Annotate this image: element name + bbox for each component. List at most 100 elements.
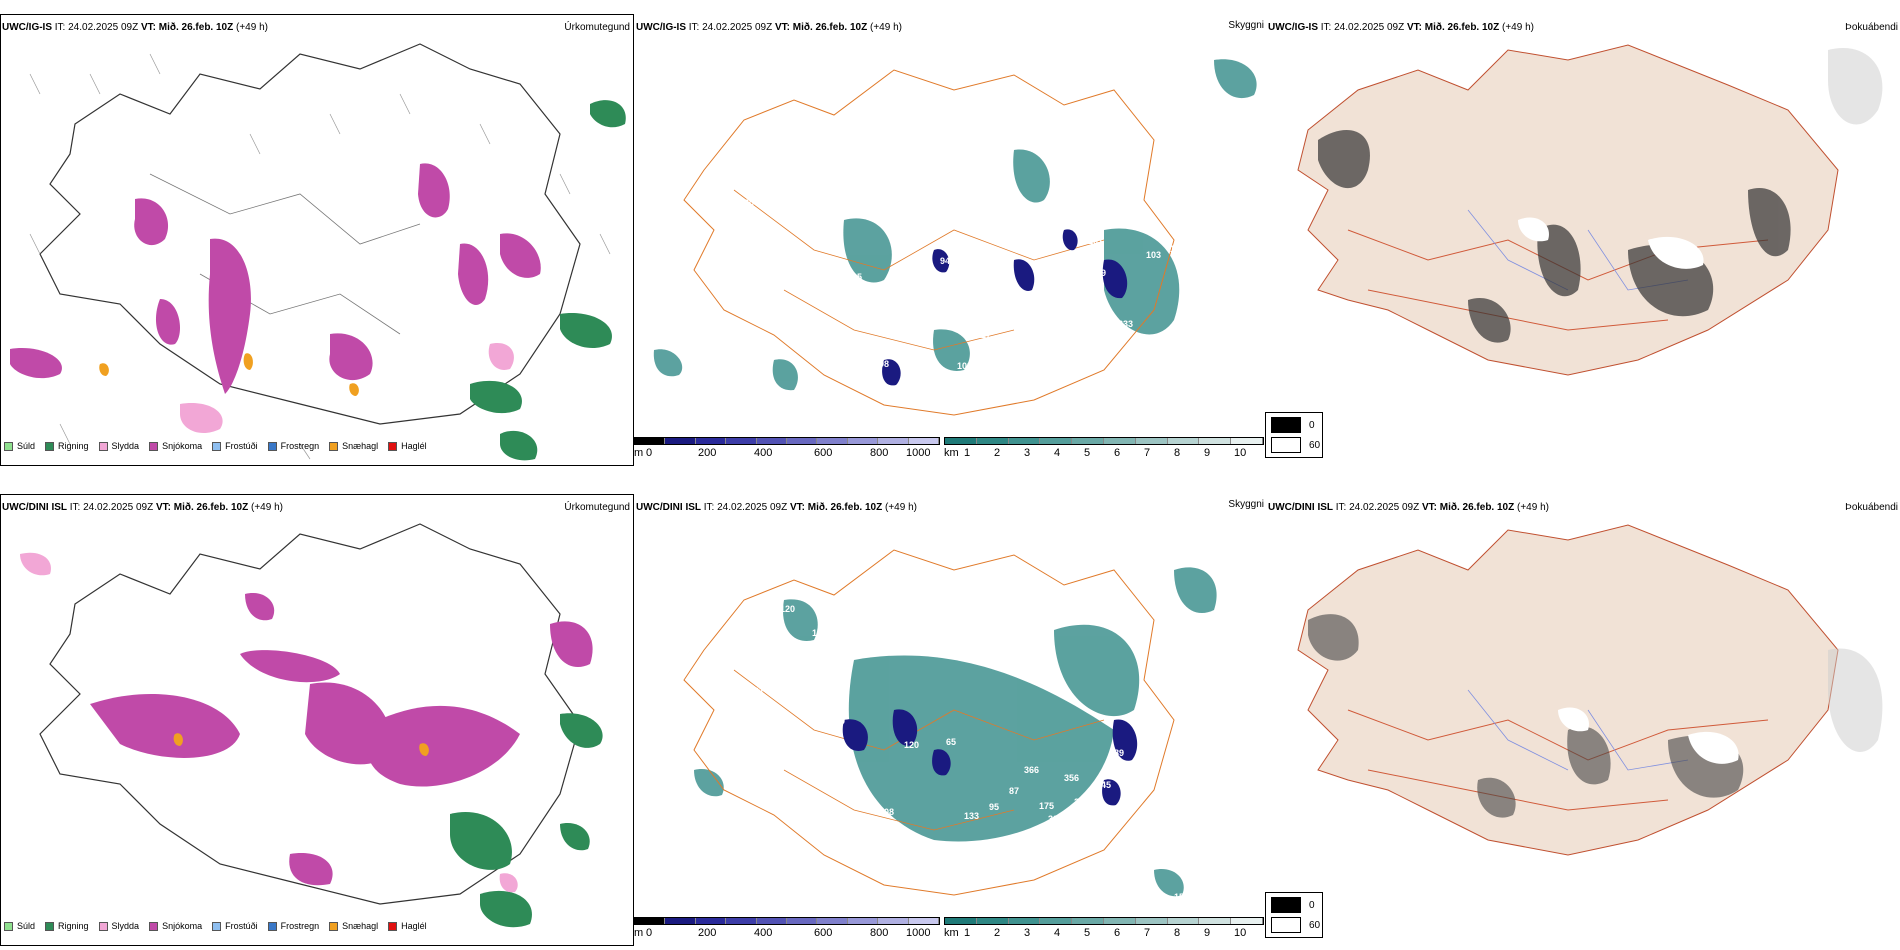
model-name: UWC/DINI ISL xyxy=(1268,502,1333,513)
legend-item: Rigning xyxy=(45,441,89,451)
run-time: IT: 24.02.2025 09Z xyxy=(54,22,139,33)
run-time: IT: 24.02.2025 09Z xyxy=(69,502,154,513)
cloud-base-colorbar-top: m 0 200 400 600 800 1000 xyxy=(634,437,940,461)
visibility-colorbar-bottom: km 1 2 3 4 5 6 7 8 9 10 xyxy=(944,917,1264,941)
svg-text:91: 91 xyxy=(754,686,764,696)
svg-text:245: 245 xyxy=(1096,780,1111,790)
svg-text:95: 95 xyxy=(989,802,999,812)
svg-text:324: 324 xyxy=(1048,814,1063,824)
svg-text:180: 180 xyxy=(1170,244,1185,254)
valid-label: VT: xyxy=(1406,22,1422,33)
run-time: IT: 24.02.2025 09Z xyxy=(688,22,773,33)
svg-text:82: 82 xyxy=(926,387,936,397)
legend-item: Snæhagl xyxy=(329,921,378,931)
svg-text:89: 89 xyxy=(1116,802,1126,812)
svg-text:86: 86 xyxy=(1206,300,1216,310)
panel-title-fog-bottom: Þokuábendi xyxy=(1845,502,1898,513)
svg-text:170: 170 xyxy=(994,284,1009,294)
svg-text:176: 176 xyxy=(812,628,827,638)
svg-text:83: 83 xyxy=(868,342,878,352)
map-frame xyxy=(0,14,634,466)
fog-legend-top: 0 60 xyxy=(1265,412,1323,458)
header-top-1: UWC/IG-IS IT: 24.02.2025 09Z VT: Mið. 26… xyxy=(2,22,268,33)
panel-title-cloud-bottom: Skyggni xyxy=(1228,499,1264,510)
svg-text:101: 101 xyxy=(1088,236,1103,246)
model-name: UWC/DINI ISL xyxy=(2,502,67,513)
panel-title-fog-top: Þokuábendi xyxy=(1845,22,1898,33)
cloud-map-top: 99 137 830 356 845 335 94 98 101 69 103 … xyxy=(653,59,1257,416)
legend-item: Snjókoma xyxy=(149,441,202,451)
svg-text:208: 208 xyxy=(879,807,894,817)
legend-item: Frostúði xyxy=(212,441,258,451)
header-bottom-1: UWC/DINI ISL IT: 24.02.2025 09Z VT: Mið.… xyxy=(2,502,283,513)
legend-item: Slydda xyxy=(98,921,139,931)
valid-label: VT: xyxy=(789,502,805,513)
valid-time: Mið. 26.feb. 10Z xyxy=(158,22,234,33)
legend-item: Haglél xyxy=(388,921,427,931)
svg-text:356: 356 xyxy=(759,194,774,204)
svg-text:226: 226 xyxy=(1074,797,1089,807)
valid-time: Mið. 26.feb. 10Z xyxy=(792,22,868,33)
model-name: UWC/IG-IS xyxy=(1268,22,1318,33)
panel-title-precip-bottom: Úrkomutegund xyxy=(564,502,630,513)
valid-label: VT: xyxy=(140,22,156,33)
legend-item: Rigning xyxy=(45,921,89,931)
header-top-3: UWC/IG-IS IT: 24.02.2025 09Z VT: Mið. 26… xyxy=(1268,22,1534,33)
svg-text:670: 670 xyxy=(794,789,809,799)
svg-text:133: 133 xyxy=(964,811,979,821)
valid-label: VT: xyxy=(1421,502,1437,513)
valid-time: Mið. 26.feb. 10Z xyxy=(807,502,883,513)
svg-text:120: 120 xyxy=(780,604,795,614)
svg-text:390: 390 xyxy=(834,767,849,777)
legend-item: Súld xyxy=(4,441,35,451)
legend-item: Frostregn xyxy=(267,921,319,931)
svg-text:87: 87 xyxy=(1009,786,1019,796)
lead-time: (+49 h) xyxy=(236,22,268,33)
svg-text:356: 356 xyxy=(1064,773,1079,783)
precip-legend-bottom: Súld Rigning Slydda Snjókoma Frostúði Fr… xyxy=(4,921,427,931)
model-name: UWC/IG-IS xyxy=(636,22,686,33)
fog-map-bottom xyxy=(1297,524,1883,856)
svg-text:335: 335 xyxy=(847,272,862,282)
valid-time: Mið. 26.feb. 10Z xyxy=(1424,22,1500,33)
run-time: IT: 24.02.2025 09Z xyxy=(1320,22,1405,33)
legend-item: Súld xyxy=(4,921,35,931)
svg-text:928: 928 xyxy=(940,872,955,882)
lead-time: (+49 h) xyxy=(1502,22,1534,33)
svg-text:845: 845 xyxy=(674,284,689,294)
map-frame xyxy=(0,494,634,946)
visibility-colorbar-top: km 1 2 3 4 5 6 7 8 9 10 xyxy=(944,437,1264,461)
run-time: IT: 24.02.2025 09Z xyxy=(1335,502,1420,513)
svg-text:830: 830 xyxy=(739,198,754,208)
svg-text:90: 90 xyxy=(1042,334,1052,344)
precip-map-top xyxy=(10,43,626,461)
valid-time: Mið. 26.feb. 10Z xyxy=(173,502,249,513)
svg-text:383: 383 xyxy=(849,784,864,794)
precip-type-panel-top xyxy=(0,14,634,466)
svg-text:151: 151 xyxy=(1017,315,1032,325)
svg-text:69: 69 xyxy=(1096,268,1106,278)
svg-text:32: 32 xyxy=(774,902,784,912)
svg-text:98: 98 xyxy=(934,278,944,288)
svg-text:109: 109 xyxy=(957,361,972,371)
legend-item: Snjókoma xyxy=(149,921,202,931)
valid-label: VT: xyxy=(774,22,790,33)
svg-text:99: 99 xyxy=(734,140,744,150)
run-time: IT: 24.02.2025 09Z xyxy=(703,502,788,513)
svg-text:127: 127 xyxy=(976,330,991,340)
cloud-panel-top: 99 137 830 356 845 335 94 98 101 69 103 … xyxy=(634,30,1264,435)
panel-title-precip-top: Úrkomutegund xyxy=(564,22,630,33)
svg-text:94: 94 xyxy=(940,256,950,266)
valid-label: VT: xyxy=(155,502,171,513)
model-name: UWC/DINI ISL xyxy=(636,502,701,513)
svg-text:92: 92 xyxy=(1244,707,1254,717)
cloud-panel-bottom: 120 176 91 170 65 120 390 383 208 670 35… xyxy=(634,510,1264,915)
lead-time: (+49 h) xyxy=(251,502,283,513)
fog-legend-bottom: 0 60 xyxy=(1265,892,1323,938)
svg-text:154: 154 xyxy=(1174,892,1189,902)
svg-text:170: 170 xyxy=(830,716,845,726)
fog-panel-bottom xyxy=(1268,510,1900,915)
svg-text:120: 120 xyxy=(904,740,919,750)
svg-text:89: 89 xyxy=(1114,748,1124,758)
legend-item: Frostregn xyxy=(267,441,319,451)
